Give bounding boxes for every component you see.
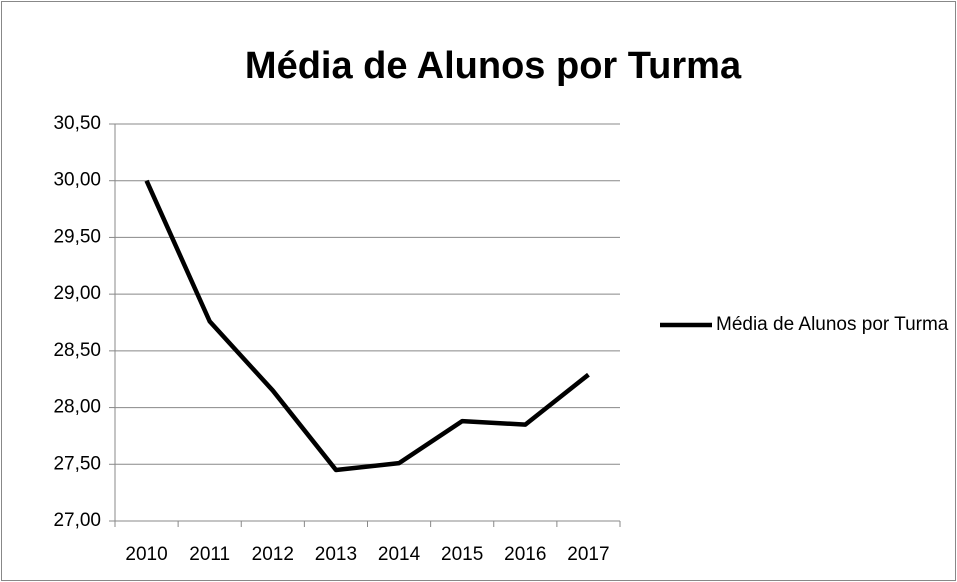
legend-label: Média de Alunos por Turma	[716, 314, 949, 335]
y-tick-label: 29,00	[53, 283, 101, 304]
x-tick-label: 2014	[378, 544, 421, 565]
x-tick-label: 2017	[567, 544, 609, 565]
y-tick-label: 30,00	[53, 170, 101, 191]
y-tick-label: 28,00	[53, 397, 101, 418]
y-tick-label: 29,50	[53, 226, 101, 247]
x-tick-label: 2015	[441, 544, 483, 565]
data-line	[144, 179, 590, 473]
y-tick-label: 27,50	[53, 453, 101, 474]
x-tick-label: 2010	[125, 544, 167, 565]
chart-title: Média de Alunos por Turma	[245, 45, 742, 87]
x-tick-label: 2013	[315, 544, 357, 565]
x-tick-label: 2012	[252, 544, 294, 565]
y-tick-label: 30,50	[53, 113, 101, 134]
x-tick-label: 2016	[504, 544, 546, 565]
x-tick-label: 2011	[189, 544, 230, 565]
y-tick-label: 28,50	[53, 340, 101, 361]
y-tick-label: 27,00	[53, 510, 101, 531]
